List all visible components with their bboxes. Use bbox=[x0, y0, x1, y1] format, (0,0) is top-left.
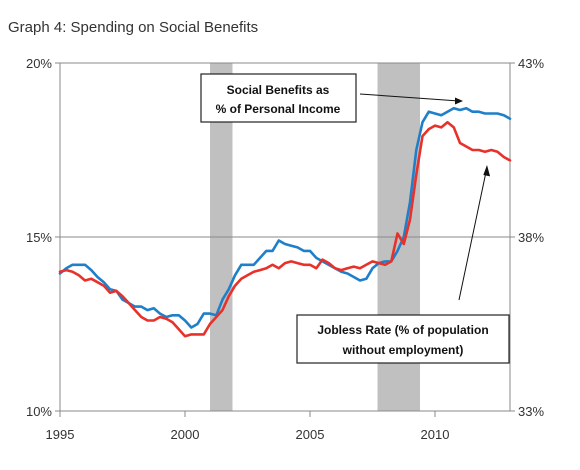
social-benefits-line bbox=[58, 106, 512, 329]
annotation-jobless-rate-line-2: without employment) bbox=[342, 343, 464, 357]
chart-title: Graph 4: Spending on Social Benefits bbox=[8, 19, 258, 36]
arrowhead-social-benefits bbox=[455, 97, 463, 105]
y-left-tick-label: 20% bbox=[26, 56, 52, 71]
left-y-axis: 10% 15% 20% bbox=[26, 56, 60, 419]
x-tick-label: 2000 bbox=[171, 427, 200, 442]
arrowhead-jobless-rate bbox=[483, 165, 491, 177]
y-right-tick-label: 38% bbox=[518, 230, 544, 245]
x-tick-label: 2010 bbox=[421, 427, 450, 442]
right-y-axis: 33% 38% 43% bbox=[510, 56, 544, 419]
y-right-tick-label: 33% bbox=[518, 404, 544, 419]
annotation-social-benefits-line-2: % of Personal Income bbox=[216, 102, 341, 116]
annotation-jobless-rate-line-1: Jobless Rate (% of population bbox=[317, 323, 488, 337]
y-right-tick-label: 43% bbox=[518, 56, 544, 71]
y-left-tick-label: 10% bbox=[26, 404, 52, 419]
annotation-arrow-jobless-rate bbox=[458, 171, 487, 301]
annotation-social-benefits-line-1: Social Benefits as bbox=[227, 83, 330, 97]
x-axis: 1995 2000 2005 2010 bbox=[46, 411, 450, 442]
series-lines bbox=[58, 106, 512, 338]
y-left-tick-label: 15% bbox=[26, 230, 52, 245]
annotation-arrow-social-benefits bbox=[359, 93, 460, 102]
x-tick-label: 1995 bbox=[46, 427, 75, 442]
jobless-rate-line bbox=[58, 120, 512, 338]
x-tick-label: 2005 bbox=[296, 427, 325, 442]
annotation-box-social-benefits bbox=[200, 73, 357, 123]
annotation-box-jobless-rate bbox=[296, 314, 510, 364]
